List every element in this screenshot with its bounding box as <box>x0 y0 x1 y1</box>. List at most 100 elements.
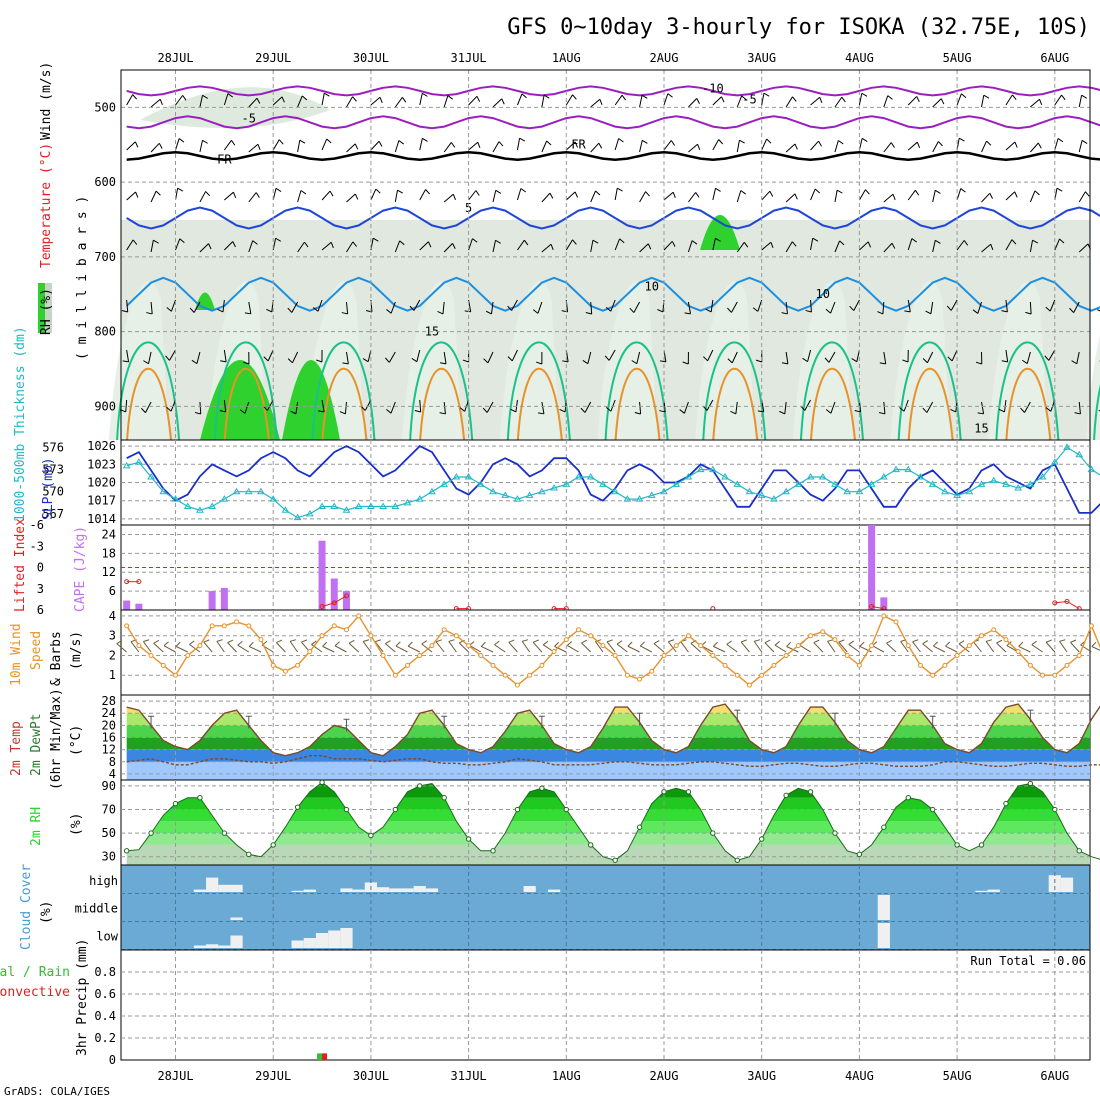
upper-barb-flag <box>1057 138 1064 143</box>
upper-barb <box>1049 299 1056 312</box>
rh-point <box>685 789 692 795</box>
upper-barb-flag <box>1014 191 1018 198</box>
upper-barb-flag <box>572 239 577 245</box>
upper-barb <box>1005 191 1016 201</box>
upper-barb-flag <box>861 137 868 142</box>
upper-barb <box>443 243 453 253</box>
upper-barb-flag <box>891 243 896 249</box>
upper-barb-flag <box>202 139 208 144</box>
thickness-point <box>1038 472 1047 480</box>
upper-barb-flag <box>940 98 945 105</box>
upper-barb-flag <box>743 241 749 248</box>
wind-point <box>160 662 166 668</box>
upper-barb <box>1024 401 1031 413</box>
wind-point <box>685 633 691 639</box>
wind-barb <box>1045 641 1056 653</box>
wind-barb <box>435 641 445 653</box>
upper-barb <box>590 301 593 315</box>
thickness-point <box>354 502 363 510</box>
wind-point <box>624 672 630 678</box>
upper-barb <box>196 351 201 364</box>
upper-barb <box>785 241 793 253</box>
upper-barb <box>636 351 641 364</box>
wind-barb-flag <box>175 641 181 647</box>
upper-barb-flag <box>227 93 234 98</box>
rh-point <box>783 792 789 799</box>
cloud-bar-high <box>1048 875 1061 892</box>
upper-barb-flag <box>439 362 447 365</box>
upper-barb <box>830 301 836 314</box>
upper-barb <box>175 238 181 251</box>
rh-moist-1 <box>282 360 340 440</box>
wind-point <box>869 643 875 649</box>
wind-barb <box>494 644 506 653</box>
upper-barb-flag <box>877 311 884 315</box>
upper-barb-flag <box>631 360 638 365</box>
upper-barb <box>370 96 381 106</box>
upper-barb <box>468 95 478 106</box>
bottom-date-axis: 28JUL 29JUL 30JUL 31JUL 1AUG 2AUG 3AUG 4AUG 5AUG… <box>157 1069 1069 1083</box>
upper-barb-flag <box>641 94 648 99</box>
upper-barb-flag <box>727 358 733 364</box>
upper-barb <box>633 301 641 313</box>
wind-point <box>673 643 679 649</box>
rh-point <box>172 800 179 807</box>
upper-barb-flag <box>339 411 346 415</box>
upper-barb <box>882 301 885 315</box>
upper-barb <box>419 138 423 151</box>
upper-barb-flag <box>851 358 858 363</box>
top-date-29JUL: 29JUL <box>255 51 291 65</box>
upper-barb-flag <box>158 143 163 149</box>
upper-barb-flag <box>727 307 732 313</box>
wind-point <box>795 643 801 649</box>
upper-barb <box>487 351 494 364</box>
wind-point <box>588 633 594 639</box>
footer-credit: GrADS: COLA/IGES <box>4 1085 110 1098</box>
upper-barb-flag <box>1071 360 1078 365</box>
upper-barb-flag <box>818 140 822 147</box>
upper-barb <box>126 349 130 362</box>
upper-barb <box>663 140 672 151</box>
upper-barb <box>317 299 323 312</box>
upper-barb <box>590 142 600 153</box>
bottom-date-28JUL: 28JUL <box>157 1069 193 1083</box>
upper-barb <box>565 191 576 201</box>
pressure-tick-800: 800 <box>94 325 116 339</box>
wind-point <box>441 627 447 633</box>
precip-ticks: 0.8 0.6 0.4 0.2 0 <box>94 965 116 1067</box>
upper-barb-flag <box>464 310 471 313</box>
upper-barb-flag <box>950 408 957 413</box>
slp-label: SLP (mb) <box>41 457 56 520</box>
upper-barb-flag <box>132 94 137 100</box>
temp-tick-8: 8 <box>109 755 116 769</box>
upper-barb-flag <box>1032 239 1039 244</box>
upper-barb-flag <box>263 356 269 362</box>
wind-barb-flag <box>542 640 549 646</box>
wind-barb <box>726 643 738 653</box>
upper-barb <box>125 399 128 413</box>
thickness-point <box>452 472 461 480</box>
upper-barb-flag <box>427 241 432 248</box>
bottom-date-29JUL: 29JUL <box>255 1069 291 1083</box>
legend-rh: RH (%) <box>39 288 54 335</box>
upper-barb <box>810 140 819 151</box>
rh-label: 2m RH <box>29 807 44 846</box>
upper-barb-flag <box>938 141 943 147</box>
upper-barb-flag <box>379 97 383 104</box>
top-date-1AUG: 1AUG <box>552 51 581 65</box>
temp-tick-28: 28 <box>102 694 116 708</box>
cloud-bar-low <box>193 945 207 948</box>
upper-barb-flag <box>671 241 676 247</box>
upper-barb <box>639 95 643 108</box>
upper-barb <box>443 401 446 414</box>
thickness-tick-567: 567 <box>42 507 64 521</box>
upper-barb-flag <box>574 191 579 198</box>
cloud-bar-low <box>315 933 329 948</box>
upper-barb <box>859 241 869 251</box>
cape-tick-6: 6 <box>109 584 116 598</box>
upper-barb <box>267 349 274 362</box>
upper-barb <box>688 143 698 153</box>
upper-barb-flag <box>537 412 545 415</box>
temp-tick-24: 24 <box>102 706 116 720</box>
thickness-point <box>733 480 742 487</box>
